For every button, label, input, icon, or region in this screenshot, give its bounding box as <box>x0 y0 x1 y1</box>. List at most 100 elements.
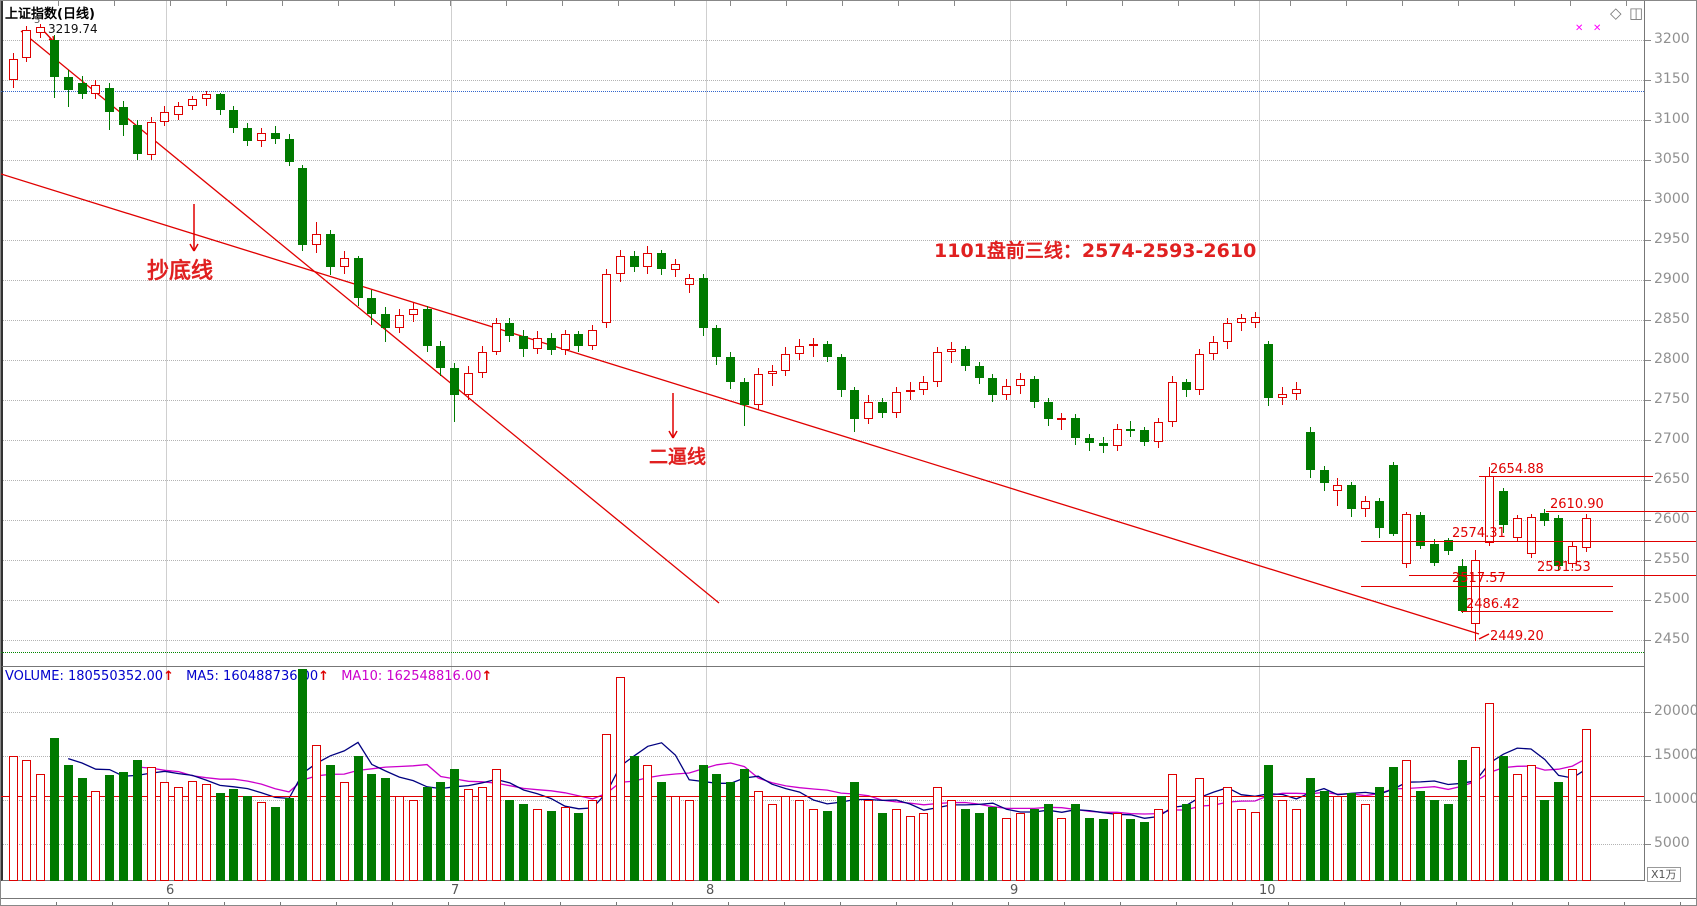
price-gridline <box>3 200 1644 201</box>
axis-tick <box>1645 120 1651 121</box>
ma10-value: 162548816.00 <box>386 669 482 684</box>
volume-bar <box>808 808 818 881</box>
candlestick <box>532 337 542 349</box>
candlestick <box>601 273 611 324</box>
candlestick <box>284 139 294 162</box>
volume-bar <box>146 766 156 881</box>
volume-bar <box>864 800 874 881</box>
price-axis-label: 2850 <box>1654 311 1690 327</box>
top-axis-ticks <box>3 1 1646 6</box>
level-price-label: 2531.53 <box>1537 560 1591 575</box>
candlestick <box>270 132 280 140</box>
volume-bar <box>187 780 197 881</box>
price-gridline <box>3 600 1644 601</box>
price-gridline <box>3 80 1644 81</box>
volume-bar <box>767 804 777 881</box>
candlestick <box>1222 323 1232 343</box>
price-gridline <box>3 160 1644 161</box>
candlestick <box>1057 417 1067 420</box>
candlestick <box>436 345 446 368</box>
candlestick <box>657 252 667 269</box>
up-arrow-icon: ↑ <box>318 669 330 684</box>
candlestick <box>519 336 529 349</box>
volume-bar <box>1416 791 1426 881</box>
volume-bar <box>519 804 529 881</box>
volume-bar <box>643 764 653 881</box>
volume-bar <box>1457 760 1467 881</box>
price-chart-pane[interactable] <box>1 1 1646 667</box>
candlestick <box>1112 428 1122 447</box>
candlestick <box>8 59 18 80</box>
candlestick <box>367 297 377 314</box>
volume-bar <box>698 764 708 881</box>
volume-bar <box>1222 786 1232 881</box>
price-gridline <box>3 560 1644 561</box>
axis-tick <box>1645 560 1651 561</box>
candlestick <box>118 107 128 125</box>
ma5-value: 160488736.00 <box>223 669 319 684</box>
volume-bar <box>1140 822 1150 881</box>
candlestick <box>1291 388 1301 394</box>
candlestick <box>1402 514 1412 564</box>
volume-bar <box>298 669 308 881</box>
volume-bar <box>836 795 846 881</box>
level-line <box>1409 575 1696 576</box>
axis-tick <box>1645 200 1651 201</box>
diamond-icon[interactable]: ◇ <box>1610 4 1622 22</box>
split-window-icon[interactable]: ◫ <box>1629 4 1644 22</box>
volume-bar <box>574 813 584 881</box>
volume-gridline <box>3 756 1644 757</box>
volume-gridline <box>3 712 1644 713</box>
volume-bar <box>312 745 322 881</box>
volume-bar <box>477 786 487 881</box>
volume-bar <box>919 813 929 881</box>
axis-tick <box>1645 240 1651 241</box>
candlestick <box>1526 516 1536 555</box>
level-price-label: 2486.42 <box>1466 597 1520 612</box>
volume-bar <box>933 786 943 881</box>
price-gridline <box>3 400 1644 401</box>
up-arrow-icon: ↑ <box>481 669 493 684</box>
axis-tick <box>1645 440 1651 441</box>
volume-bar <box>877 813 887 881</box>
candlestick <box>795 345 805 354</box>
candlestick <box>339 257 349 268</box>
candlestick <box>325 233 335 268</box>
volume-bar <box>1581 729 1591 881</box>
price-gridline <box>3 640 1644 641</box>
candlestick <box>408 308 418 316</box>
candlestick <box>1388 464 1398 534</box>
month-gridline <box>1259 1 1260 666</box>
volume-bar <box>946 800 956 881</box>
volume-bar <box>422 786 432 881</box>
volume-bar <box>1291 808 1301 881</box>
volume-bar <box>1333 795 1343 881</box>
volume-bar <box>49 738 59 881</box>
candlestick <box>505 323 515 336</box>
price-gridline <box>3 440 1644 441</box>
candlestick <box>1347 484 1357 509</box>
candlestick <box>684 278 694 285</box>
level-line <box>1479 476 1653 477</box>
candlestick <box>1319 470 1329 484</box>
volume-bar <box>1057 817 1067 881</box>
volume-bar <box>1567 769 1577 881</box>
volume-bar <box>22 760 32 881</box>
volume-bar <box>1195 778 1205 881</box>
axis-tick <box>1645 400 1651 401</box>
candlestick <box>670 264 680 271</box>
volume-bar <box>670 795 680 881</box>
volume-bar <box>105 775 115 881</box>
candlestick <box>256 132 266 141</box>
pre-market-note: 1101盘前三线：2574-2593-2610 <box>934 240 1257 262</box>
month-label: 7 <box>451 883 460 898</box>
volume-bar <box>532 808 542 881</box>
candlestick <box>850 390 860 420</box>
candlestick <box>1471 560 1481 624</box>
alert-line <box>1 796 1644 797</box>
volume-bar <box>1554 782 1564 881</box>
candlestick <box>1236 318 1246 324</box>
candlestick <box>781 353 791 372</box>
volume-bar <box>1029 808 1039 881</box>
candlestick <box>1457 565 1467 611</box>
